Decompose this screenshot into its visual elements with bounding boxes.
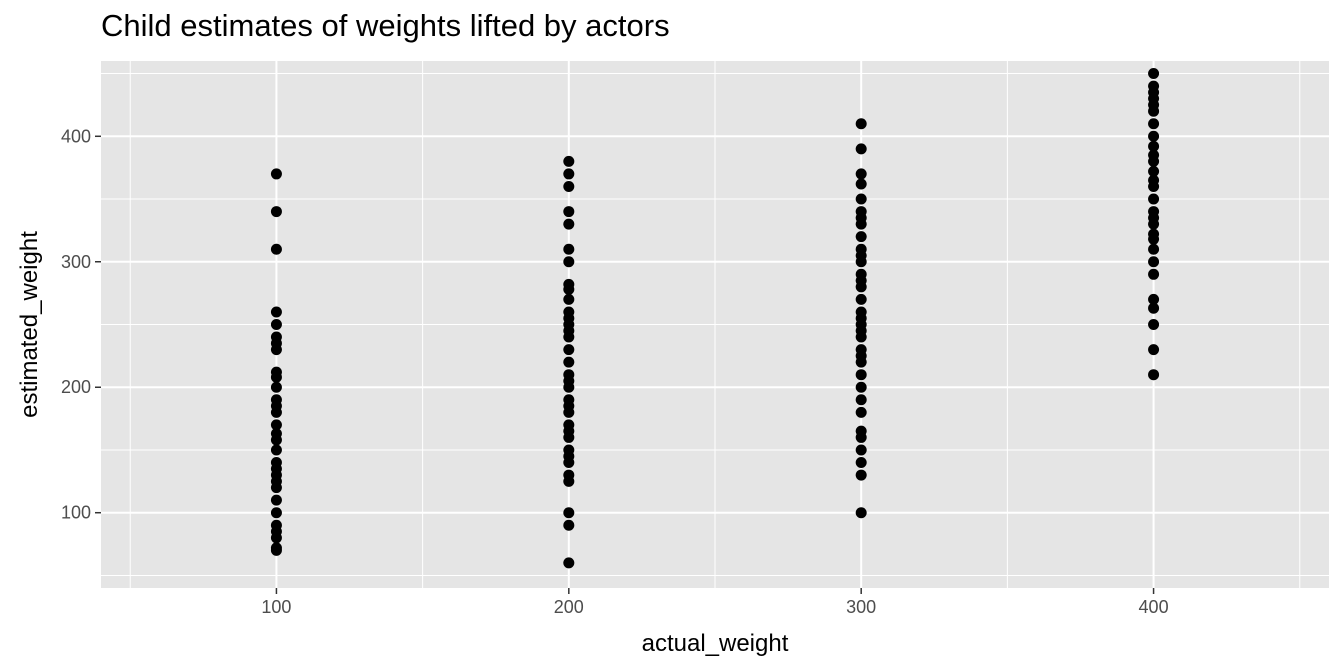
- data-point: [1148, 302, 1160, 314]
- data-point: [1148, 165, 1160, 177]
- data-point: [563, 557, 575, 569]
- data-point: [1148, 319, 1160, 330]
- data-point: [855, 356, 867, 368]
- data-point: [563, 507, 575, 519]
- data-point: [855, 457, 867, 469]
- data-point: [855, 118, 867, 130]
- data-point: [563, 218, 575, 230]
- data-point: [563, 293, 575, 305]
- data-point: [563, 519, 575, 531]
- y-tick-label: 400: [61, 126, 91, 146]
- data-point: [563, 243, 575, 255]
- data-point: [270, 444, 282, 456]
- data-point: [1148, 369, 1160, 381]
- x-tick-label: 400: [1139, 597, 1169, 617]
- data-point: [270, 494, 282, 506]
- data-point: [563, 206, 575, 218]
- minor-gridlines: [101, 61, 1329, 588]
- data-point: [1148, 268, 1160, 280]
- y-tick-label: 100: [61, 503, 91, 523]
- data-point: [563, 331, 575, 343]
- y-axis: 100 200 300 400: [61, 126, 101, 523]
- data-point: [270, 371, 282, 383]
- x-tick-label: 200: [554, 597, 584, 617]
- data-point: [855, 331, 867, 343]
- data-point: [1148, 68, 1160, 80]
- data-point: [563, 457, 575, 469]
- data-point: [270, 243, 282, 255]
- data-point: [1148, 180, 1160, 192]
- data-point: [563, 381, 575, 393]
- x-axis: 100 200 300 400: [261, 588, 1169, 617]
- data-point: [855, 394, 867, 406]
- data-point: [563, 475, 575, 487]
- data-point: [270, 532, 282, 544]
- data-point: [855, 281, 867, 293]
- data-point: [855, 431, 867, 443]
- data-point: [1148, 256, 1160, 268]
- data-point: [855, 444, 867, 456]
- data-point: [563, 406, 575, 418]
- data-point: [1148, 243, 1160, 255]
- data-point: [1148, 218, 1160, 230]
- data-point: [855, 469, 867, 481]
- data-point: [270, 168, 282, 180]
- data-point: [855, 369, 867, 381]
- data-point: [1148, 293, 1160, 305]
- data-point: [563, 431, 575, 443]
- data-point: [1148, 130, 1160, 142]
- data-point: [855, 193, 867, 205]
- data-point: [1148, 118, 1160, 130]
- data-point: [1148, 105, 1160, 117]
- data-point: [270, 419, 282, 431]
- data-point: [563, 256, 575, 268]
- data-point: [270, 406, 282, 418]
- data-point: [270, 206, 282, 218]
- data-point: [563, 344, 575, 356]
- data-point: [270, 544, 282, 556]
- data-point: [1148, 233, 1160, 245]
- data-point: [270, 319, 282, 330]
- data-point: [563, 180, 575, 192]
- data-point: [270, 344, 282, 356]
- y-tick-label: 300: [61, 252, 91, 272]
- data-point: [563, 283, 575, 295]
- y-tick-label: 200: [61, 377, 91, 397]
- data-point: [855, 507, 867, 519]
- data-point: [855, 293, 867, 305]
- y-axis-title: estimated_weight: [16, 231, 43, 418]
- data-point: [1148, 155, 1160, 167]
- data-point: [855, 231, 867, 243]
- data-point: [855, 168, 867, 180]
- data-point: [1148, 140, 1160, 152]
- data-point: [855, 218, 867, 230]
- data-point: [270, 381, 282, 393]
- data-point: [270, 482, 282, 494]
- data-point: [270, 434, 282, 446]
- data-point: [855, 256, 867, 268]
- x-tick-label: 300: [846, 597, 876, 617]
- x-axis-title: actual_weight: [642, 630, 789, 657]
- data-point: [563, 356, 575, 368]
- data-point: [1148, 193, 1160, 205]
- data-point: [855, 406, 867, 418]
- data-point: [855, 178, 867, 190]
- data-points: [270, 68, 1160, 569]
- data-point: [270, 306, 282, 318]
- data-point: [855, 381, 867, 393]
- data-point: [563, 155, 575, 167]
- data-point: [855, 143, 867, 155]
- chart-title: Child estimates of weights lifted by act…: [101, 8, 670, 43]
- x-tick-label: 100: [261, 597, 291, 617]
- data-point: [563, 168, 575, 180]
- data-point: [1148, 344, 1160, 356]
- data-point: [270, 507, 282, 519]
